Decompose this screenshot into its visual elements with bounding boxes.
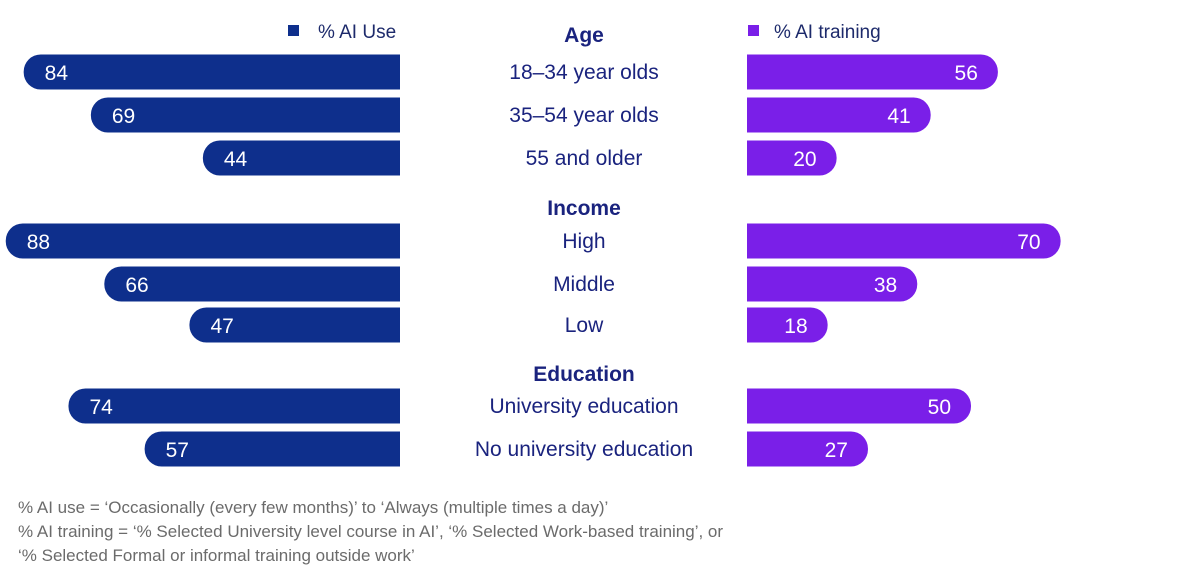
- ai-training-value-label: 18: [784, 315, 807, 338]
- ai-use-bar: [68, 388, 400, 424]
- ai-training-value-label: 20: [793, 148, 816, 171]
- legend-ai-training-label: % AI training: [774, 22, 881, 43]
- ai-training-bar: [747, 54, 998, 90]
- ai-training-bar: [747, 266, 918, 302]
- ai-training-value-label: 56: [955, 62, 978, 85]
- category-label: 35–54 year olds: [509, 104, 658, 127]
- ai-use-value-label: 74: [89, 396, 113, 419]
- ai-training-bar: [747, 431, 868, 467]
- ai-use-bar: [104, 266, 400, 302]
- ai-training-bar: [747, 388, 971, 424]
- ai-use-value-label: 88: [27, 231, 50, 254]
- ai-use-value-label: 66: [125, 274, 148, 297]
- bars-layer: Age 84 56 18–34 year olds 69 41 35–54 year old…: [5, 24, 1061, 467]
- ai-use-bar: [90, 97, 400, 133]
- category-label: No university education: [475, 438, 693, 461]
- ai-use-bar: [5, 223, 400, 259]
- ai-training-value-label: 50: [928, 396, 951, 419]
- ai-training-bar: [747, 140, 837, 176]
- footnote-line-1: % AI use = ‘Occasionally (every few mont…: [18, 498, 609, 517]
- category-label: High: [562, 230, 605, 253]
- footnote: % AI use = ‘Occasionally (every few mont…: [18, 496, 723, 568]
- group-title: Age: [564, 24, 604, 47]
- legend-ai-training-swatch: [748, 25, 759, 36]
- legend-ai-use-label: % AI Use: [318, 22, 396, 43]
- ai-training-bar: [747, 307, 828, 343]
- ai-use-bar: [202, 140, 400, 176]
- group-title: Education: [533, 363, 635, 386]
- ai-training-value-label: 27: [825, 439, 848, 462]
- ai-use-value-label: 57: [166, 439, 189, 462]
- ai-use-value-label: 84: [45, 62, 69, 85]
- category-label: 55 and older: [526, 147, 643, 170]
- ai-training-value-label: 41: [887, 105, 910, 128]
- ai-training-value-label: 38: [874, 274, 897, 297]
- ai-use-bar: [189, 307, 400, 343]
- category-label: University education: [489, 395, 678, 418]
- category-label: Low: [565, 314, 604, 337]
- ai-training-bar: [747, 223, 1061, 259]
- ai-use-value-label: 47: [210, 315, 233, 338]
- footnote-line-2: % AI training = ‘% Selected University l…: [18, 522, 724, 541]
- footnote-line-3: ‘% Selected Formal or informal training …: [18, 546, 415, 565]
- ai-training-value-label: 70: [1017, 231, 1040, 254]
- ai-training-bar: [747, 97, 931, 133]
- category-label: Middle: [553, 273, 615, 296]
- ai-use-bar: [144, 431, 400, 467]
- category-label: 18–34 year olds: [509, 61, 658, 84]
- ai-use-bar: [23, 54, 401, 90]
- ai-use-training-chart: % AI Use % AI training Age 84 56 18–34 year…: [5, 22, 1061, 467]
- ai-use-value-label: 69: [112, 105, 135, 128]
- ai-use-value-label: 44: [224, 148, 248, 171]
- group-title: Income: [547, 197, 621, 220]
- legend-ai-use-swatch: [288, 25, 299, 36]
